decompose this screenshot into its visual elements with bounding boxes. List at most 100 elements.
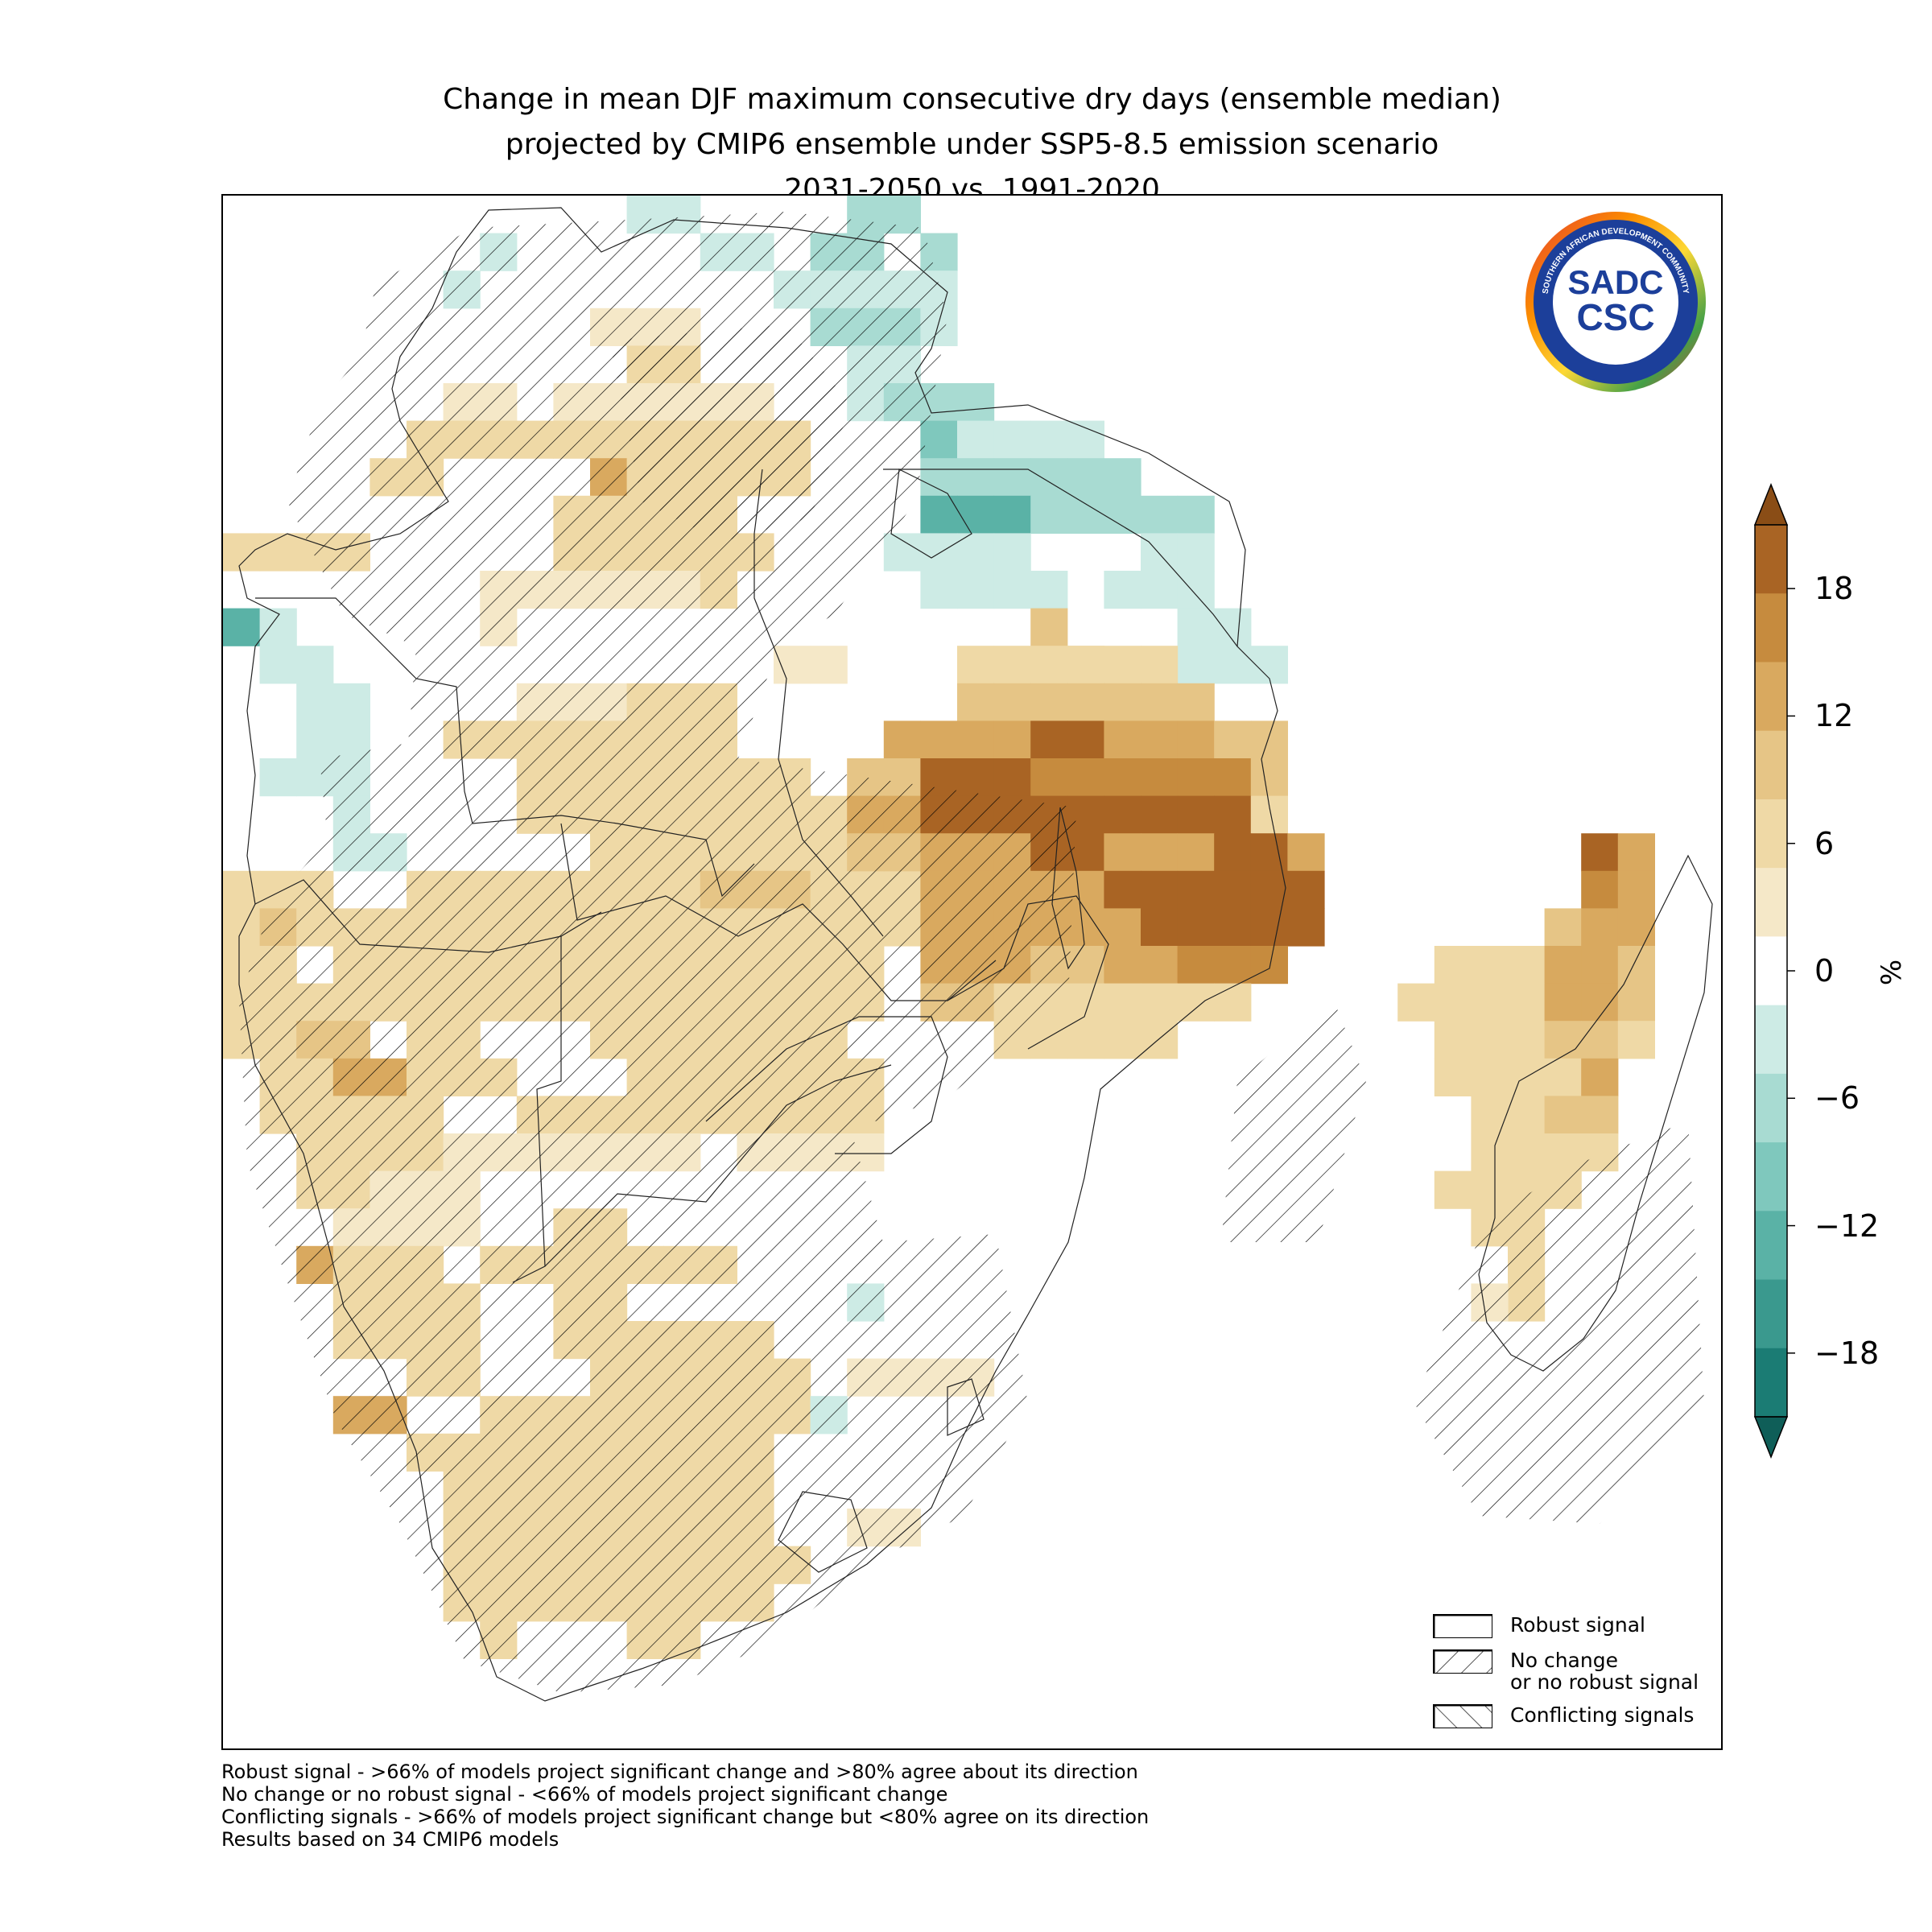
- grid-cell: [1544, 946, 1582, 985]
- grid-cell: [1067, 683, 1104, 721]
- grid-cell: [1544, 983, 1582, 1022]
- grid-cell: [1030, 720, 1068, 759]
- grid-cell: [920, 533, 958, 572]
- grid-cell: [1177, 495, 1215, 534]
- colorbar-segment: [1755, 1211, 1787, 1281]
- grid-cell: [1471, 1096, 1509, 1134]
- grid-cell: [1030, 495, 1068, 534]
- border-zambia: [560, 823, 997, 1001]
- grid-cell: [1581, 1096, 1619, 1134]
- grid-cell: [1141, 795, 1179, 834]
- colorbar-segment: [1755, 1073, 1787, 1143]
- footnote-line: Conflicting signals - >66% of models pro…: [221, 1806, 1150, 1828]
- grid-cell: [1177, 833, 1215, 872]
- grid-cell: [1177, 683, 1215, 721]
- colorbar-segment: [1755, 1142, 1787, 1212]
- grid-cell: [883, 720, 921, 759]
- grid-cell: [1214, 758, 1252, 797]
- grid-cell: [1030, 646, 1068, 684]
- grid-cell: [1617, 983, 1655, 1022]
- colorbar-tick-label: 0: [1814, 953, 1835, 989]
- colorbar-segment: [1755, 799, 1787, 869]
- grid-cell: [1434, 1021, 1472, 1059]
- grid-cell: [296, 683, 334, 721]
- grid-cell: [1617, 946, 1655, 985]
- grid-cell: [223, 870, 261, 909]
- colorbar-extend-high: [1753, 483, 1789, 526]
- hatch-region-madagascar: [1414, 1121, 1704, 1524]
- grid-cell: [1177, 720, 1215, 759]
- grid-cell: [1067, 870, 1104, 909]
- footnote-line: No change or no robust signal - <66% of …: [221, 1783, 948, 1806]
- grid-cell: [1067, 458, 1104, 497]
- grid-cell: [1141, 683, 1179, 721]
- grid-cell: [1250, 758, 1288, 797]
- grid-cell: [1067, 946, 1104, 985]
- grid-cell: [1471, 1058, 1509, 1096]
- border-angola-namibia: [254, 879, 602, 953]
- colorbar-segment: [1755, 662, 1787, 732]
- colorbar: [1753, 483, 1795, 1459]
- grid-cell: [1104, 720, 1141, 759]
- footnotes: Robust signal - >66% of models project s…: [221, 1761, 1149, 1851]
- logo-mark-bottom: CSC: [1576, 296, 1654, 338]
- grid-cell: [920, 571, 958, 609]
- grid-cell: [1104, 683, 1141, 721]
- grid-cell: [1544, 1133, 1582, 1172]
- grid-cell: [1141, 571, 1179, 609]
- grid-cell: [332, 683, 370, 721]
- grid-cell: [1214, 720, 1252, 759]
- grid-cell: [1434, 1058, 1472, 1096]
- border-zimbabwe: [705, 1016, 948, 1154]
- grid-cell: [1030, 608, 1068, 646]
- hatch-overlay: [239, 212, 1704, 1693]
- grid-cell: [1214, 870, 1252, 909]
- grid-cell: [1104, 833, 1141, 872]
- legend-label-no-change: No change or no robust signal: [1510, 1649, 1699, 1694]
- grid-cell: [957, 420, 995, 459]
- grid-cell: [993, 720, 1031, 759]
- hatch-legend: Robust signal No change or no robust sig…: [1433, 1614, 1699, 1740]
- grid-cell: [1141, 833, 1179, 872]
- grid-cell: [1471, 983, 1509, 1022]
- grid-cell: [1177, 983, 1215, 1022]
- grid-cell: [1214, 983, 1252, 1022]
- grid-cell: [1471, 1021, 1509, 1059]
- grid-cell: [1177, 571, 1215, 609]
- grid-cell: [883, 533, 921, 572]
- grid-cell: [1177, 946, 1215, 985]
- grid-cell: [957, 495, 995, 534]
- logo-mark-top: SADC: [1567, 263, 1663, 301]
- grid-cell: [1471, 1170, 1509, 1209]
- grid-cell: [1508, 1133, 1546, 1172]
- grid-cell: [223, 608, 261, 646]
- title-line-1: Change in mean DJF maximum consecutive d…: [443, 83, 1501, 116]
- grid-cell: [223, 908, 261, 947]
- grid-cell: [1141, 1021, 1179, 1059]
- grid-cell: [1104, 571, 1141, 609]
- border-mozambique-malawi: [947, 895, 1109, 1050]
- grid-cell: [1617, 1021, 1655, 1059]
- lake-victoria: [890, 469, 972, 559]
- legend-swatch-no-change: [1433, 1649, 1492, 1674]
- grid-cell: [957, 383, 995, 422]
- colorbar-segment: [1755, 936, 1787, 1006]
- grid-cell: [1581, 1058, 1619, 1096]
- grid-cell: [1177, 908, 1215, 947]
- grid-cell: [1067, 983, 1104, 1022]
- colorbar-extend-low: [1753, 1416, 1789, 1459]
- grid-cell: [1177, 533, 1215, 572]
- grid-cell: [1214, 795, 1252, 834]
- legend-item-conflicting: Conflicting signals: [1433, 1704, 1699, 1728]
- grid-cell: [1250, 946, 1288, 985]
- lake-malawi: [1051, 807, 1085, 970]
- footnote-line: Robust signal - >66% of models project s…: [221, 1761, 1138, 1783]
- grid-cell: [1508, 1096, 1546, 1134]
- grid-cell: [1471, 946, 1509, 985]
- grid-cell: [1250, 720, 1288, 759]
- coastline-africa: [238, 207, 1286, 1702]
- sadc-csc-logo: SADC CSC SOUTHERN AFRICAN DEVELOPMENT CO…: [1525, 212, 1706, 392]
- grid-cell: [957, 533, 995, 572]
- grid-cell: [1030, 1021, 1068, 1059]
- legend-item-no-change: No change or no robust signal: [1433, 1649, 1699, 1693]
